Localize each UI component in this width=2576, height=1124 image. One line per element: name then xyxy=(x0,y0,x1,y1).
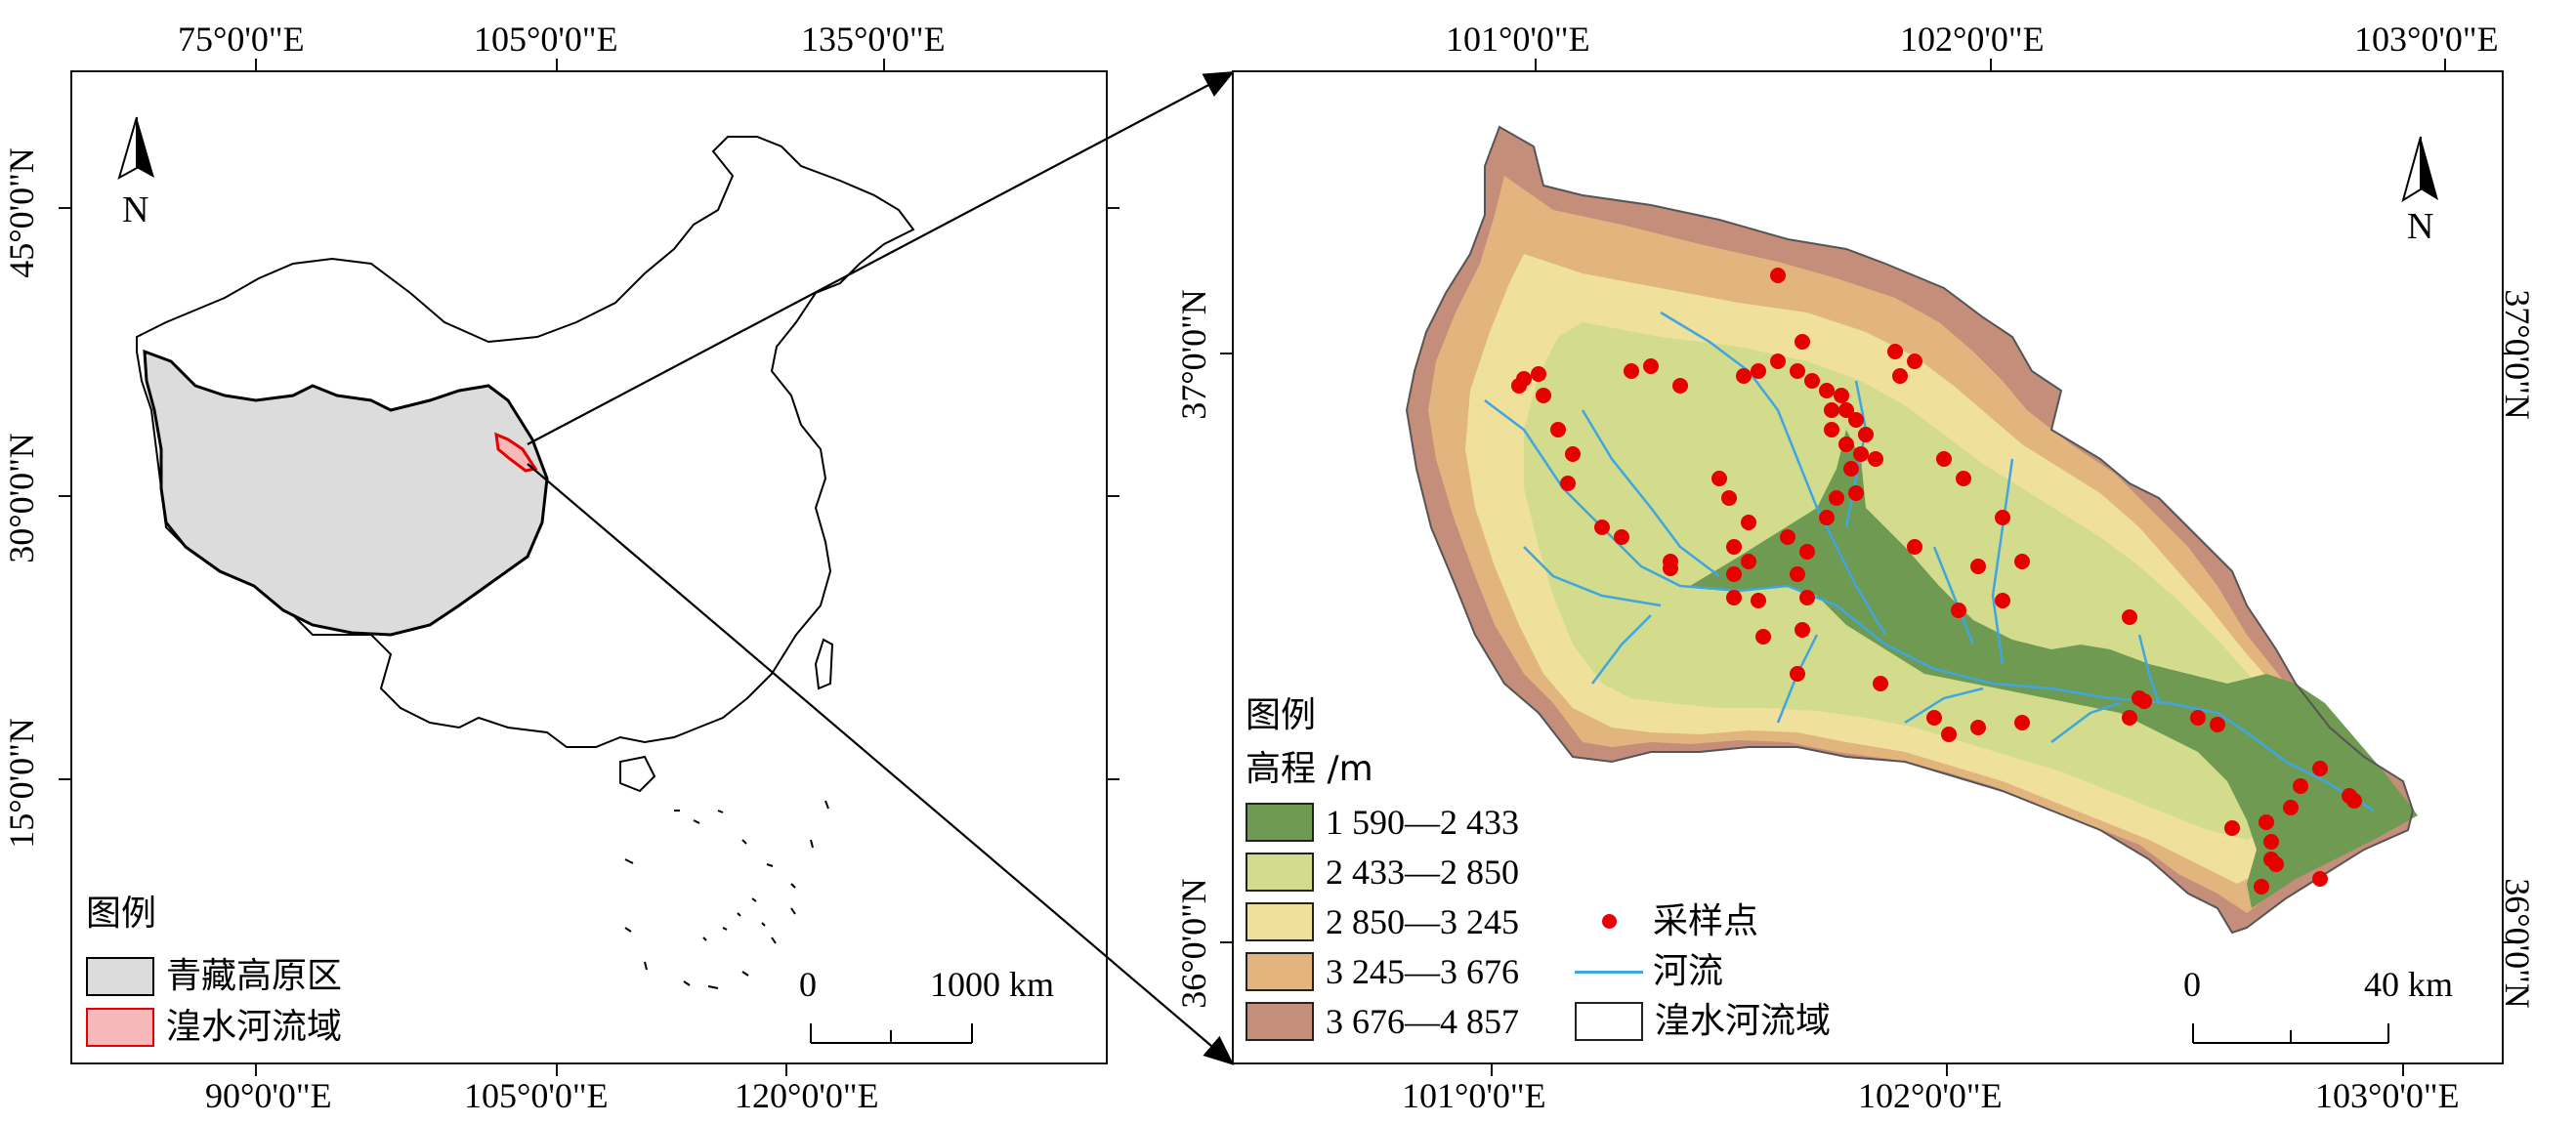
river-symbol xyxy=(1575,952,1643,991)
basin-legend-subtitle: 高程 /m xyxy=(1246,749,1373,789)
plateau-swatch xyxy=(86,957,154,996)
elevation-label-1: 1 590—2 433 xyxy=(1326,803,1519,842)
sampling-point-label: 采样点 xyxy=(1653,901,1759,941)
overview-legend-title: 图例 xyxy=(86,894,157,934)
basin-scale-zero: 0 xyxy=(2183,965,2201,1004)
basin-legend-title: 图例 xyxy=(1246,695,1317,735)
sampling-point-symbol xyxy=(1575,902,1643,941)
basin-overview-outline xyxy=(494,432,538,473)
overview-bottom-tick-3: 120°0'0"E xyxy=(735,1076,879,1115)
overview-scale-max: 1000 km xyxy=(930,965,1055,1004)
legend-sampling-point: 采样点 xyxy=(1575,902,1758,941)
elevation-class-4: 3 245—3 676 xyxy=(1246,952,1519,991)
elevation-label-3: 2 850—3 245 xyxy=(1326,902,1519,941)
overview-top-tick-3: 135°0'0"E xyxy=(801,20,946,59)
connector-top xyxy=(527,70,1235,445)
basin-north-arrow xyxy=(2401,136,2438,203)
connector-bottom xyxy=(527,463,1235,1065)
tibetan-plateau xyxy=(143,349,549,637)
basin-top-tick-3: 103°0'0"E xyxy=(2354,20,2499,59)
elevation-class-5: 3 676—4 857 xyxy=(1246,1002,1519,1041)
elevation-swatch-5 xyxy=(1246,1002,1314,1041)
river-label: 河流 xyxy=(1653,951,1724,991)
elevation-swatch-1 xyxy=(1246,803,1314,842)
elevation-swatch-2 xyxy=(1246,853,1314,892)
overview-tick-marks xyxy=(59,59,1119,1076)
basin-outline-swatch xyxy=(1575,1002,1643,1041)
basin-label: 湟水河流域 xyxy=(166,1007,343,1047)
legend-basin: 湟水河流域 xyxy=(1575,1002,1831,1041)
overview-north-arrow xyxy=(117,116,154,181)
overview-legend-item-plateau: 青藏高原区 xyxy=(86,957,342,996)
hainan-island xyxy=(619,755,656,793)
basin-scale-bar xyxy=(2192,1023,2389,1044)
basin-tick-marks xyxy=(1220,59,2515,1076)
basin-scale-max: 40 km xyxy=(2364,965,2454,1004)
basin-swatch xyxy=(86,1008,154,1047)
overview-bottom-tick-2: 105°0'0"E xyxy=(464,1076,609,1115)
legend-river: 河流 xyxy=(1575,952,1723,991)
overview-top-tick-2: 105°0'0"E xyxy=(474,20,618,59)
overview-legend-item-basin: 湟水河流域 xyxy=(86,1008,342,1047)
basin-elevation-low xyxy=(1690,430,2418,908)
overview-bottom-tick-1: 90°0'0"E xyxy=(205,1076,332,1115)
overview-scale-bar xyxy=(810,1023,973,1044)
elevation-class-1: 1 590—2 433 xyxy=(1246,803,1519,842)
elevation-swatch-3 xyxy=(1246,902,1314,941)
plateau-label: 青藏高原区 xyxy=(166,956,343,996)
overview-top-tick-1: 75°0'0"E xyxy=(178,20,305,59)
elevation-label-4: 3 245—3 676 xyxy=(1326,952,1519,991)
sampling-points xyxy=(1511,268,2362,895)
basin-bottom-tick-1: 101°0'0"E xyxy=(1402,1076,1546,1115)
elevation-class-3: 2 850—3 245 xyxy=(1246,902,1519,941)
overview-north-label: N xyxy=(122,189,149,230)
elevation-label-2: 2 433—2 850 xyxy=(1326,853,1519,892)
overview-scale-zero: 0 xyxy=(799,965,817,1004)
basin-boundary xyxy=(1405,125,2415,935)
elevation-label-5: 3 676—4 857 xyxy=(1326,1002,1519,1041)
elevation-class-2: 2 433—2 850 xyxy=(1246,853,1519,892)
elevation-swatch-4 xyxy=(1246,952,1314,991)
basin-bottom-tick-2: 102°0'0"E xyxy=(1858,1076,2003,1115)
basin-bottom-tick-3: 103°0'0"E xyxy=(2315,1076,2460,1115)
taiwan-island xyxy=(814,638,834,690)
south-sea-islands xyxy=(624,800,829,989)
basin-top-tick-1: 101°0'0"E xyxy=(1446,20,1590,59)
basin-north-label: N xyxy=(2407,206,2434,247)
basin-top-tick-2: 102°0'0"E xyxy=(1900,20,2045,59)
basin-outline-label: 湟水河流域 xyxy=(1655,1001,1832,1041)
